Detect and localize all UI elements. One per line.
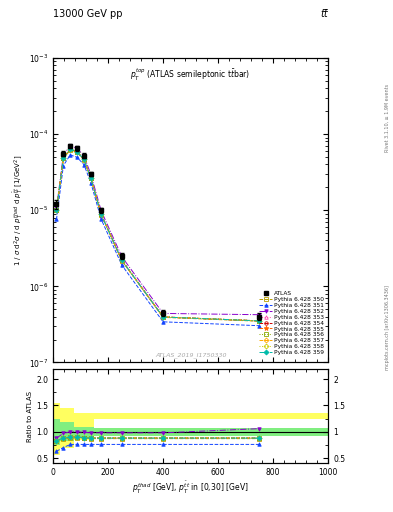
Y-axis label: Ratio to ATLAS: Ratio to ATLAS	[27, 391, 33, 441]
Text: ATLAS_2019_I1750330: ATLAS_2019_I1750330	[155, 352, 226, 358]
X-axis label: $p_T^{thad}$ [GeV], $p_T^{\bar{t}t}$ in [0,30] [GeV]: $p_T^{thad}$ [GeV], $p_T^{\bar{t}t}$ in …	[132, 480, 249, 496]
Text: Rivet 3.1.10, ≥ 1.9M events: Rivet 3.1.10, ≥ 1.9M events	[385, 83, 389, 152]
Text: mcplots.cern.ch [arXiv:1306.3436]: mcplots.cern.ch [arXiv:1306.3436]	[385, 285, 389, 370]
Text: $p_T^{top}$ (ATLAS semileptonic t$\bar{t}$bar): $p_T^{top}$ (ATLAS semileptonic t$\bar{t…	[130, 67, 251, 83]
Text: tt̅: tt̅	[320, 9, 328, 19]
Y-axis label: 1 / $\sigma$ d$^2\sigma$ / d $p_T^{thad}$ d $p_T^{\bar{t}t}$ [1/GeV$^2$]: 1 / $\sigma$ d$^2\sigma$ / d $p_T^{thad}…	[12, 155, 26, 266]
Text: 13000 GeV pp: 13000 GeV pp	[53, 9, 123, 19]
Legend: ATLAS, Pythia 6.428 350, Pythia 6.428 351, Pythia 6.428 352, Pythia 6.428 353, P: ATLAS, Pythia 6.428 350, Pythia 6.428 35…	[258, 289, 325, 356]
